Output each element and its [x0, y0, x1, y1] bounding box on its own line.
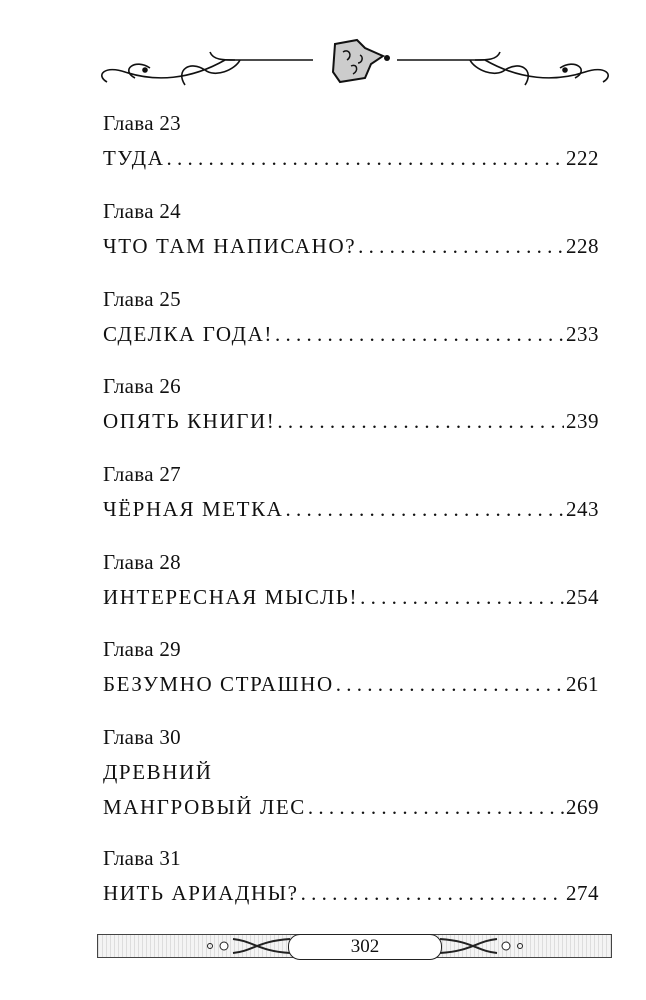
chapter-label: Глава 30	[103, 725, 181, 749]
chapter-title: ТУДА	[103, 146, 165, 170]
page-number-footer: 302	[288, 934, 442, 960]
footer-scroll-left-icon	[207, 938, 290, 954]
page-number: 233	[566, 322, 599, 346]
chapter-label: Глава 24	[103, 199, 181, 223]
chapter-title: БЕЗУМНО СТРАШНО	[103, 672, 334, 696]
dot-leader	[275, 321, 564, 347]
footer-scroll-right-icon	[440, 938, 523, 954]
chapter-title: СДЕЛКА ГОДА!	[103, 322, 273, 346]
dot-leader	[360, 584, 564, 610]
toc-entry-26[interactable]: Глава 26 ОПЯТЬ КНИГИ! 239	[103, 373, 599, 434]
page-number: 261	[566, 672, 599, 696]
chapter-title-line1: ДРЕВНИЙ	[103, 760, 213, 784]
toc-entry-25[interactable]: Глава 25 СДЕЛКА ГОДА! 233	[103, 286, 599, 347]
dot-leader	[301, 880, 564, 906]
toc-entry-28[interactable]: Глава 28 ИНТЕРЕСНАЯ МЫСЛЬ! 254	[103, 549, 599, 610]
dot-leader	[308, 794, 564, 820]
chapter-label: Глава 26	[103, 374, 181, 398]
chapter-title: ЧЁРНАЯ МЕТКА	[103, 497, 284, 521]
toc-entry-31[interactable]: Глава 31 НИТЬ АРИАДНЫ? 274	[103, 845, 599, 906]
chapter-label: Глава 27	[103, 462, 181, 486]
page-number: 222	[566, 146, 599, 170]
footer-ornament-bar: 302	[97, 934, 612, 960]
dot-leader	[285, 496, 564, 522]
page-number: 269	[566, 795, 599, 819]
dot-leader	[277, 408, 564, 434]
chapter-label: Глава 31	[103, 846, 181, 870]
dot-leader	[166, 145, 564, 171]
chapter-label: Глава 25	[103, 287, 181, 311]
chapter-title: ЧТО ТАМ НАПИСАНО?	[103, 234, 357, 258]
chapter-title: ИНТЕРЕСНАЯ МЫСЛЬ!	[103, 585, 359, 609]
chapter-label: Глава 23	[103, 111, 181, 135]
page-number: 254	[566, 585, 599, 609]
chapter-title: ОПЯТЬ КНИГИ!	[103, 409, 276, 433]
header-ornament-icon	[101, 38, 609, 86]
dot-leader	[336, 671, 564, 697]
chapter-title: НИТЬ АРИАДНЫ?	[103, 881, 299, 905]
chapter-label: Глава 29	[103, 637, 181, 661]
toc-entry-27[interactable]: Глава 27 ЧЁРНАЯ МЕТКА 243	[103, 461, 599, 522]
chapter-title: МАНГРОВЫЙ ЛЕС	[103, 795, 306, 819]
page-number: 228	[566, 234, 599, 258]
page-number: 243	[566, 497, 599, 521]
page-number: 239	[566, 409, 599, 433]
toc-entry-30[interactable]: Глава 30 ДРЕВНИЙ МАНГРОВЫЙ ЛЕС 269	[103, 724, 599, 820]
toc-entry-24[interactable]: Глава 24 ЧТО ТАМ НАПИСАНО? 228	[103, 198, 599, 259]
dot-leader	[358, 233, 564, 259]
page-number: 274	[566, 881, 599, 905]
toc-entry-29[interactable]: Глава 29 БЕЗУМНО СТРАШНО 261	[103, 636, 599, 697]
chapter-label: Глава 28	[103, 550, 181, 574]
toc-entry-23[interactable]: Глава 23 ТУДА 222	[103, 110, 599, 171]
